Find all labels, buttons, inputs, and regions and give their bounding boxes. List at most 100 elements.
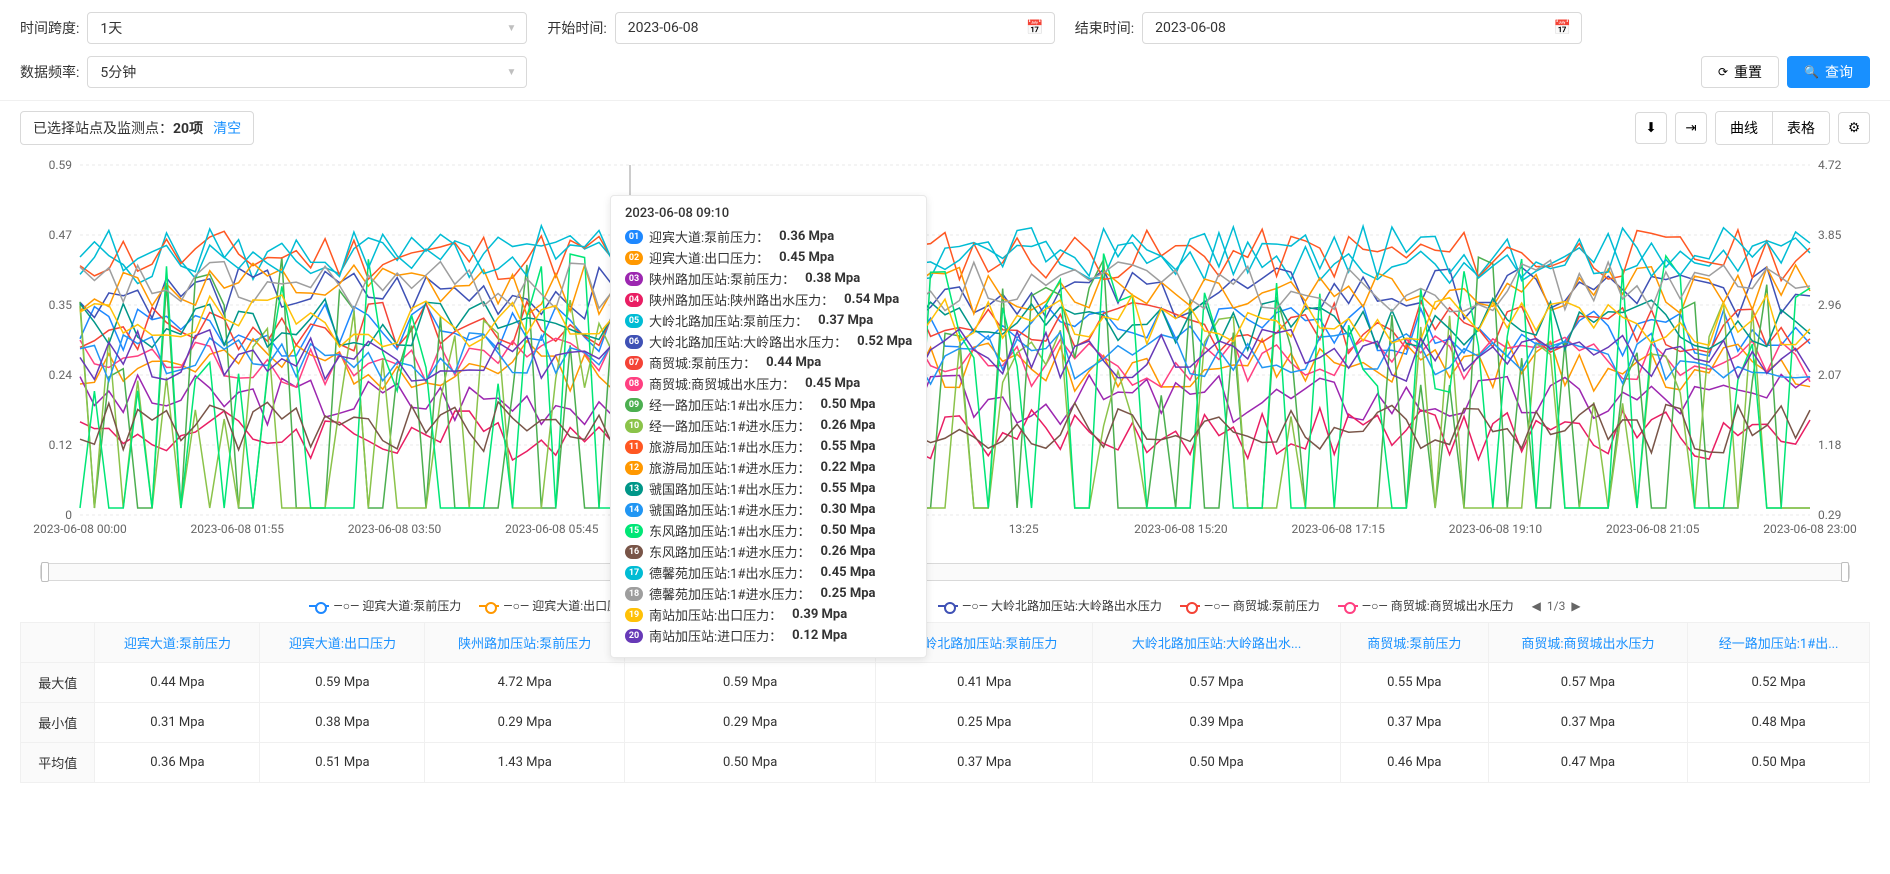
tooltip-row: 20南站加压站:进口压力：0.12 Mpa (625, 626, 912, 645)
freq-value: 5分钟 (100, 62, 136, 82)
download-icon: ⬇ (1645, 120, 1656, 136)
series-badge: 04 (625, 293, 643, 307)
series-badge: 19 (625, 608, 643, 622)
table-header: 经一路加压站:1#出... (1688, 623, 1870, 663)
timespan-select[interactable]: 1天 ▼ (87, 12, 527, 44)
table-header: 商贸城:商贸城出水压力 (1488, 623, 1688, 663)
svg-text:2023-06-08 00:00: 2023-06-08 00:00 (33, 522, 127, 536)
reset-icon: ⟳ (1718, 65, 1728, 79)
chevron-down-icon: ▼ (506, 23, 516, 34)
series-line (80, 257, 1810, 508)
tooltip-row: 03陕州路加压站:泵前压力：0.38 Mpa (625, 269, 912, 288)
tab-table[interactable]: 表格 (1772, 112, 1829, 144)
table-header (21, 623, 95, 663)
tooltip-title: 2023-06-08 09:10 (625, 206, 912, 221)
table-header: 陕州路加压站:泵前压力 (425, 623, 625, 663)
table-row: 最大值0.44 Mpa0.59 Mpa4.72 Mpa0.59 Mpa0.41 … (21, 663, 1870, 703)
series-badge: 16 (625, 545, 643, 559)
series-badge: 06 (625, 335, 643, 349)
tooltip-row: 07商贸城:泵前压力：0.44 Mpa (625, 353, 912, 372)
tooltip-row: 09经一路加压站:1#出水压力：0.50 Mpa (625, 395, 912, 414)
search-icon: 🔍 (1804, 65, 1819, 79)
tooltip-row: 17德馨苑加压站:1#出水压力：0.45 Mpa (625, 563, 912, 582)
end-label: 结束时间: (1075, 18, 1134, 38)
series-badge: 13 (625, 482, 643, 496)
table-header: 迎宾大道:泵前压力 (95, 623, 260, 663)
table-row: 平均值0.36 Mpa0.51 Mpa1.43 Mpa0.50 Mpa0.37 … (21, 743, 1870, 783)
legend-marker (1180, 605, 1200, 607)
series-badge: 08 (625, 377, 643, 391)
svg-text:0.47: 0.47 (49, 228, 73, 242)
chart-area: 0.590.470.350.240.120 4.723.852.962.071.… (0, 155, 1890, 555)
svg-text:2023-06-08 15:20: 2023-06-08 15:20 (1134, 522, 1228, 536)
legend-marker (938, 605, 958, 607)
export-button[interactable]: ⇥ (1675, 112, 1707, 144)
query-button[interactable]: 🔍 查询 (1787, 56, 1870, 88)
chevron-down-icon: ▼ (506, 67, 516, 78)
range-slider[interactable] (40, 563, 1850, 581)
freq-select[interactable]: 5分钟 ▼ (87, 56, 527, 88)
chart-tooltip: 2023-06-08 09:10 01迎宾大道:泵前压力：0.36 Mpa02迎… (610, 195, 927, 658)
series-badge: 17 (625, 566, 643, 580)
legend-item[interactable]: —○— 商贸城:商贸城出水压力 (1338, 597, 1514, 614)
end-date-input[interactable]: 2023-06-08 📅 (1142, 12, 1582, 44)
settings-button[interactable]: ⚙ (1838, 112, 1870, 144)
selection-info: 已选择站点及监测点：20项 清空 (20, 111, 254, 145)
tooltip-row: 04陕州路加压站:陕州路出水压力：0.54 Mpa (625, 290, 912, 309)
reset-button[interactable]: ⟳ 重置 (1701, 56, 1779, 88)
tooltip-row: 10经一路加压站:1#进水压力：0.26 Mpa (625, 416, 912, 435)
legend-pager: ◀ 1/3 ▶ (1532, 599, 1581, 613)
calendar-icon: 📅 (1026, 20, 1043, 36)
clear-link[interactable]: 清空 (213, 118, 241, 138)
legend-prev[interactable]: ◀ (1532, 599, 1541, 613)
range-handle-left[interactable] (41, 562, 49, 582)
download-button[interactable]: ⬇ (1635, 112, 1667, 144)
legend-item[interactable]: —○— 迎宾大道:泵前压力 (309, 597, 461, 614)
start-label: 开始时间: (547, 18, 606, 38)
tooltip-row: 01迎宾大道:泵前压力：0.36 Mpa (625, 227, 912, 246)
svg-text:2023-06-08 17:15: 2023-06-08 17:15 (1291, 522, 1385, 536)
table-header: 商贸城:泵前压力 (1340, 623, 1488, 663)
svg-text:3.85: 3.85 (1818, 228, 1842, 242)
svg-text:2023-06-08 01:55: 2023-06-08 01:55 (191, 522, 285, 536)
filter-bar: 时间跨度: 1天 ▼ 开始时间: 2023-06-08 📅 结束时间: 2023… (0, 0, 1890, 101)
tooltip-row: 15东风路加压站:1#出水压力：0.50 Mpa (625, 521, 912, 540)
legend-item[interactable]: —○— 迎宾大道:出口压力 (479, 597, 631, 614)
legend-marker (309, 605, 329, 607)
tooltip-row: 13虢国路加压站:1#出水压力：0.55 Mpa (625, 479, 912, 498)
tooltip-row: 18德馨苑加压站:1#进水压力：0.25 Mpa (625, 584, 912, 603)
tooltip-row: 06大岭北路加压站:大岭路出水压力：0.52 Mpa (625, 332, 912, 351)
legend-marker (1338, 605, 1358, 607)
svg-text:2023-06-08 05:45: 2023-06-08 05:45 (505, 522, 599, 536)
svg-text:0.29: 0.29 (1818, 508, 1841, 522)
svg-text:0.35: 0.35 (49, 298, 73, 312)
tab-curve[interactable]: 曲线 (1716, 112, 1772, 144)
svg-text:0.59: 0.59 (49, 158, 72, 172)
svg-text:4.72: 4.72 (1818, 158, 1842, 172)
legend-next[interactable]: ▶ (1571, 599, 1580, 613)
series-badge: 14 (625, 503, 643, 517)
svg-text:2.96: 2.96 (1818, 298, 1842, 312)
timespan-value: 1天 (100, 18, 122, 38)
tooltip-row: 12旅游局加压站:1#进水压力：0.22 Mpa (625, 458, 912, 477)
chart-svg[interactable]: 0.590.470.350.240.120 4.723.852.962.071.… (20, 155, 1870, 555)
legend-marker (479, 605, 499, 607)
start-date-input[interactable]: 2023-06-08 📅 (615, 12, 1055, 44)
svg-text:2023-06-08 23:00: 2023-06-08 23:00 (1763, 522, 1857, 536)
export-icon: ⇥ (1685, 120, 1696, 136)
legend-item[interactable]: —○— 商贸城:泵前压力 (1180, 597, 1320, 614)
series-badge: 12 (625, 461, 643, 475)
tooltip-row: 19南站加压站:出口压力：0.39 Mpa (625, 605, 912, 624)
table-header: 迎宾大道:出口压力 (260, 623, 425, 663)
legend-page: 1/3 (1547, 599, 1565, 613)
tooltip-row: 08商贸城:商贸城出水压力：0.45 Mpa (625, 374, 912, 393)
series-badge: 20 (625, 629, 643, 643)
stats-table: 迎宾大道:泵前压力迎宾大道:出口压力陕州路加压站:泵前压力陕州路加压站:陕州路出… (20, 622, 1870, 783)
legend-item[interactable]: —○— 大岭北路加压站:大岭路出水压力 (938, 597, 1162, 614)
end-date-value: 2023-06-08 (1155, 20, 1226, 36)
range-handle-right[interactable] (1841, 562, 1849, 582)
calendar-icon: 📅 (1554, 20, 1571, 36)
gear-icon: ⚙ (1848, 120, 1860, 136)
series-badge: 15 (625, 524, 643, 538)
svg-text:2023-06-08 21:05: 2023-06-08 21:05 (1606, 522, 1700, 536)
